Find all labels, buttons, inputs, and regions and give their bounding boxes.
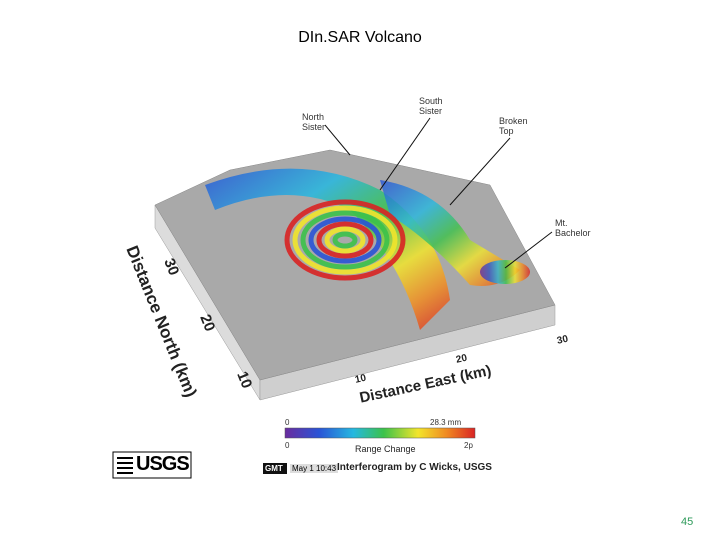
place-label: Broken Top [499,116,528,136]
colorbar-label: 0 [285,418,290,427]
axis-tick-label: 20 [455,352,469,366]
colorbar-label: 0 [285,441,290,450]
colorbar-title: Range Change [355,444,416,454]
credit: Interferogram by C Wicks, USGS [337,462,492,473]
place-label: North Sister [302,112,326,132]
colorbar-label: 28.3 mm [430,418,462,427]
place-label: Mt. Bachelor [555,218,591,238]
place-label: South Sister [419,96,443,116]
axis-tick-label: 30 [556,333,570,347]
logo: USGS [136,453,190,475]
colorbar-label: 2p [464,441,473,450]
page-number: 45 [681,516,694,528]
axis-tick-label: 10 [354,372,368,386]
slide-title: DIn.SAR Volcano [298,29,422,46]
stamp-date: May 1 10:43 [290,464,339,473]
gmt-stamp: GMT [265,464,283,473]
